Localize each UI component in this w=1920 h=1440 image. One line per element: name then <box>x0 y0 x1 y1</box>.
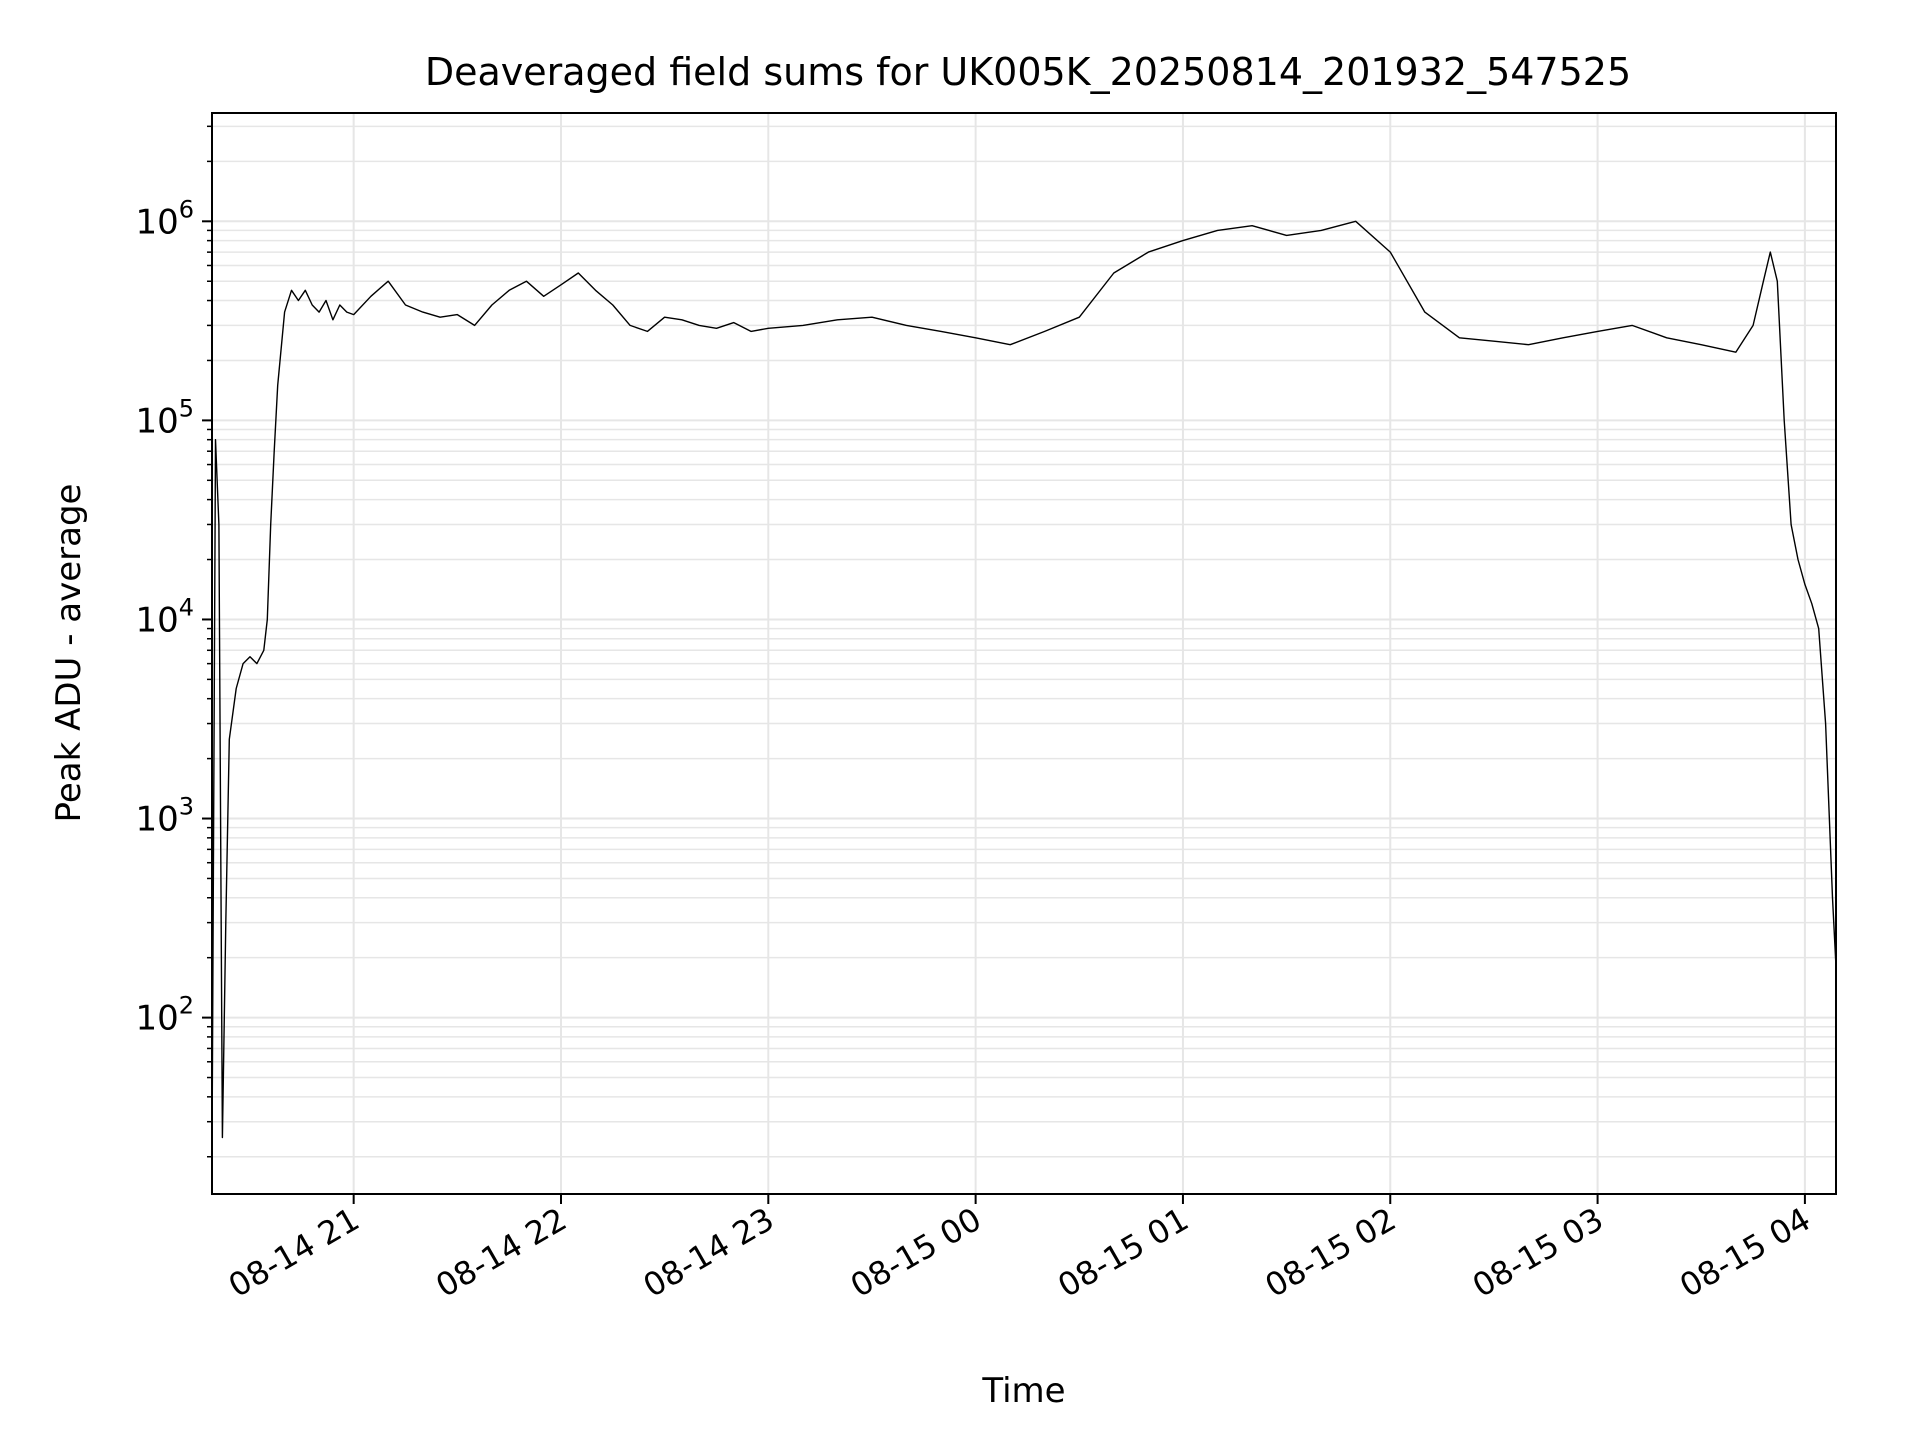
x-axis-label: Time <box>981 1371 1065 1411</box>
y-tick-label: 106 <box>135 195 194 242</box>
series-group <box>211 220 1837 1157</box>
x-tick-label: 08-15 04 <box>1673 1200 1817 1305</box>
x-tick-label: 08-14 22 <box>429 1200 573 1305</box>
x-tick-label: 08-15 02 <box>1259 1200 1403 1305</box>
y-tick-label: 105 <box>135 394 194 441</box>
y-axis-label: Peak ADU - average <box>49 484 89 823</box>
y-tick-label: 104 <box>135 593 194 640</box>
x-tick-label: 08-15 03 <box>1466 1200 1610 1305</box>
series-line <box>211 220 1837 1157</box>
x-tick-label: 08-14 23 <box>637 1200 781 1305</box>
x-tick-label: 08-15 00 <box>844 1200 988 1305</box>
x-axis-ticks: 08-14 21 08-14 22 08-14 23 08-15 00 08-15 01… <box>222 1194 1817 1305</box>
x-tick-label: 08-14 21 <box>222 1200 366 1305</box>
x-tick-label: 08-15 01 <box>1051 1200 1195 1305</box>
grid-lines <box>212 113 1836 1194</box>
y-axis-ticks: 102 103 104 105 106 <box>135 125 212 1158</box>
chart-title: Deaveraged field sums for UK005K_2025081… <box>425 50 1631 94</box>
y-tick-label: 103 <box>135 793 194 840</box>
y-tick-label: 102 <box>135 992 194 1039</box>
plot-frame <box>211 112 1837 1195</box>
